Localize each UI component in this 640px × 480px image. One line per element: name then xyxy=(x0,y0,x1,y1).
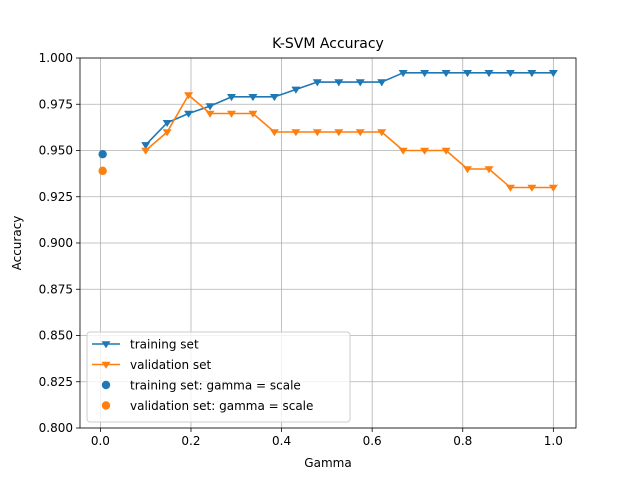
series-point xyxy=(227,110,237,118)
x-tick-label: 0.0 xyxy=(91,434,110,448)
series-3 xyxy=(98,166,107,176)
series-point xyxy=(548,70,558,78)
series-point xyxy=(205,110,215,118)
x-tick-label: 0.8 xyxy=(453,434,472,448)
series-layer xyxy=(98,70,558,192)
x-tick-label: 0.4 xyxy=(272,434,291,448)
series-point xyxy=(248,94,258,102)
scatter-point xyxy=(98,150,107,159)
chart-title: K-SVM Accuracy xyxy=(272,36,384,52)
series-point xyxy=(505,70,515,78)
legend-swatch-marker xyxy=(101,380,111,390)
series-point xyxy=(441,70,451,78)
x-tick-label: 0.6 xyxy=(363,434,382,448)
series-point xyxy=(463,166,473,174)
series-point xyxy=(420,70,430,78)
series-point xyxy=(441,147,451,155)
series-point xyxy=(334,79,344,87)
series-point xyxy=(505,184,515,192)
series-point xyxy=(162,119,172,128)
y-tick-label: 1.000 xyxy=(39,51,73,65)
y-tick-label: 0.875 xyxy=(39,282,73,296)
x-tick-label: 1.0 xyxy=(544,434,563,448)
y-tick-label: 0.900 xyxy=(39,236,73,250)
y-tick-label: 0.825 xyxy=(39,375,73,389)
legend-item: validation set: gamma = scale xyxy=(101,399,313,413)
series-1 xyxy=(141,92,558,192)
series-point xyxy=(312,129,322,137)
series-point xyxy=(184,110,194,118)
y-tick-label: 0.975 xyxy=(39,97,73,111)
legend-item: validation set xyxy=(92,358,212,372)
series-point xyxy=(355,129,365,137)
legend-label: training set xyxy=(130,338,199,352)
series-point xyxy=(205,103,215,111)
series-point xyxy=(248,110,258,118)
series-point xyxy=(398,147,408,155)
series-point xyxy=(527,70,537,78)
legend-label: training set: gamma = scale xyxy=(130,379,301,393)
series-point xyxy=(355,79,365,87)
legend: training set validation set training set: … xyxy=(86,331,351,423)
series-0 xyxy=(141,70,558,150)
legend-item: training set: gamma = scale xyxy=(101,379,301,393)
y-axis-label: Accuracy xyxy=(10,216,24,271)
legend-label: validation set: gamma = scale xyxy=(130,399,313,413)
y-tick-label: 0.925 xyxy=(39,190,73,204)
x-axis-label: Gamma xyxy=(304,456,351,470)
x-tick-label: 0.2 xyxy=(181,434,200,448)
series-point xyxy=(291,86,301,94)
legend-swatch-marker xyxy=(101,401,111,410)
legend-item: training set xyxy=(92,338,199,352)
series-point xyxy=(377,79,387,87)
legend-swatch-marker xyxy=(101,361,111,369)
series-point xyxy=(484,166,494,174)
series-point xyxy=(527,184,537,192)
series-2 xyxy=(98,150,107,159)
legend-frame xyxy=(86,331,351,423)
series-point xyxy=(162,129,172,137)
series-point xyxy=(334,129,344,137)
legend-swatch-marker xyxy=(101,341,111,349)
series-line xyxy=(145,94,554,189)
series-point xyxy=(227,94,237,102)
series-point xyxy=(484,70,494,78)
tick-layer: 0.0 0.2 0.4 0.6 0.8 1.0 0.800 0.825 0.850 0.875 0.… xyxy=(39,51,563,448)
series-point xyxy=(548,184,558,192)
series-point xyxy=(312,79,322,87)
series-point xyxy=(141,142,151,150)
series-point xyxy=(291,129,301,137)
series-point xyxy=(184,92,194,100)
y-tick-label: 0.850 xyxy=(39,329,73,343)
series-point xyxy=(377,129,387,137)
y-tick-label: 0.950 xyxy=(39,144,73,158)
series-point xyxy=(141,147,151,155)
series-point xyxy=(269,129,279,137)
y-tick-label: 0.800 xyxy=(39,421,73,435)
series-point xyxy=(463,70,473,78)
series-point xyxy=(269,94,279,102)
series-point xyxy=(398,70,408,78)
series-point xyxy=(420,147,430,155)
legend-label: validation set xyxy=(130,358,212,372)
scatter-point xyxy=(98,166,107,176)
